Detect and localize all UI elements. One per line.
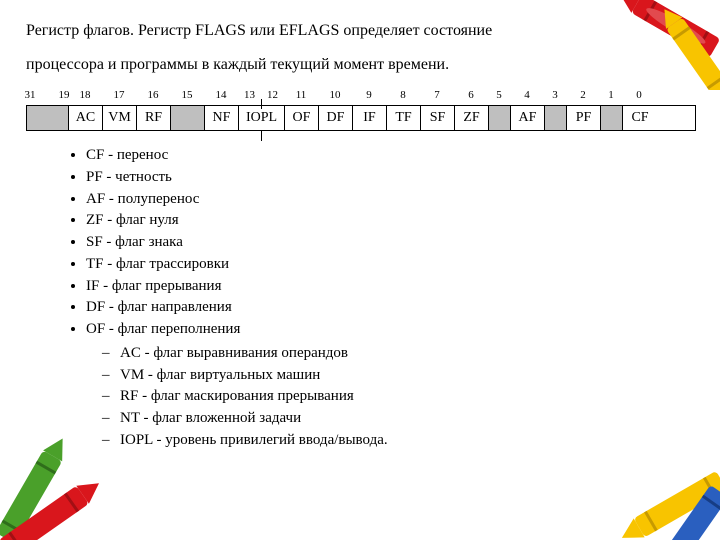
reg-cell: CF xyxy=(623,106,657,130)
bit-number: 13 xyxy=(244,89,255,101)
bit-number: 8 xyxy=(400,89,406,101)
flag-list-primary: CF - переносPF - четностьAF - полуперено… xyxy=(26,145,698,341)
bit-number: 16 xyxy=(148,89,159,101)
bit-number: 14 xyxy=(216,89,227,101)
reg-cell: VM xyxy=(103,106,137,130)
reg-cell: DF xyxy=(319,106,353,130)
bit-number: 1 xyxy=(608,89,614,101)
bit-numbers: 31191817161514131211109876543210 xyxy=(26,89,696,105)
bit-number: 7 xyxy=(434,89,440,101)
reg-cell xyxy=(601,106,623,130)
bit-number: 5 xyxy=(496,89,502,101)
list-item: ZF - флаг нуля xyxy=(86,210,698,232)
list-item: DF - флаг направления xyxy=(86,297,698,319)
list-item: OF - флаг переполнения xyxy=(86,319,698,341)
list-item: AC - флаг выравнивания операндов xyxy=(120,343,698,365)
reg-cell xyxy=(489,106,511,130)
bit-number: 4 xyxy=(524,89,530,101)
bit-number: 9 xyxy=(366,89,372,101)
bit-number: 12 xyxy=(267,89,278,101)
bit-number: 18 xyxy=(80,89,91,101)
reg-cell: OF xyxy=(285,106,319,130)
list-item: CF - перенос xyxy=(86,145,698,167)
bit-number: 6 xyxy=(468,89,474,101)
list-item: RF - флаг маскирования прерывания xyxy=(120,386,698,408)
reg-cell: SF xyxy=(421,106,455,130)
bit-number: 11 xyxy=(296,89,307,101)
bit-number: 3 xyxy=(552,89,558,101)
bit-number: 0 xyxy=(636,89,642,101)
iopl-tick-bottom xyxy=(261,131,262,141)
bit-number: 31 xyxy=(25,89,36,101)
intro-line1: Регистр флагов. Регистр FLAGS или EFLAGS… xyxy=(26,22,492,39)
reg-cell: AF xyxy=(511,106,545,130)
bit-number: 17 xyxy=(114,89,125,101)
list-item: IOPL - уровень привилегий ввода/вывода. xyxy=(120,430,698,452)
flag-list-secondary: AC - флаг выравнивания операндовVM - фла… xyxy=(26,343,698,452)
bit-number: 10 xyxy=(330,89,341,101)
intro-line2: процессора и программы в каждый текущий … xyxy=(26,56,449,73)
register-cells: ACVMRF NFIOPLOFDFIFTFSFZF AF PF CF xyxy=(26,105,696,131)
reg-cell: NF xyxy=(205,106,239,130)
reg-cell: ZF xyxy=(455,106,489,130)
register-diagram: 31191817161514131211109876543210 ACVMRFN… xyxy=(26,89,696,131)
list-item: SF - флаг знака xyxy=(86,232,698,254)
iopl-tick-top xyxy=(261,99,262,109)
list-item: TF - флаг трассировки xyxy=(86,254,698,276)
list-item: AF - полуперенос xyxy=(86,189,698,211)
bit-number: 15 xyxy=(182,89,193,101)
list-item: IF - флаг прерывания xyxy=(86,276,698,298)
reg-cell xyxy=(171,106,205,130)
reg-cell xyxy=(27,106,69,130)
reg-cell: RF xyxy=(137,106,171,130)
bit-number: 19 xyxy=(59,89,70,101)
slide-content: Регистр флагов. Регистр FLAGS или EFLAGS… xyxy=(0,0,720,460)
reg-cell: IOPL xyxy=(239,106,285,130)
reg-cell xyxy=(545,106,567,130)
reg-cell: TF xyxy=(387,106,421,130)
reg-cell: PF xyxy=(567,106,601,130)
bit-number: 2 xyxy=(580,89,586,101)
list-item: NT - флаг вложенной задачи xyxy=(120,408,698,430)
list-item: PF - четность xyxy=(86,167,698,189)
reg-cell: IF xyxy=(353,106,387,130)
list-item: VM - флаг виртуальных машин xyxy=(120,365,698,387)
reg-cell: AC xyxy=(69,106,103,130)
intro-text: Регистр флагов. Регистр FLAGS или EFLAGS… xyxy=(26,14,698,81)
